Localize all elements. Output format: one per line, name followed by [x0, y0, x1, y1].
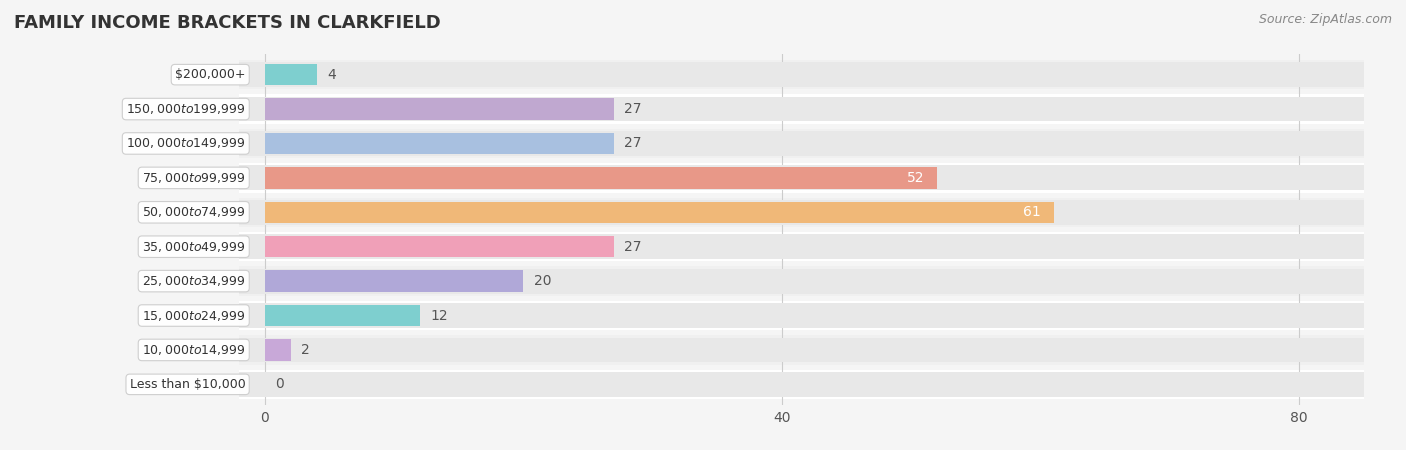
Bar [239, 266, 1364, 296]
Text: 61: 61 [1022, 205, 1040, 219]
Bar [239, 94, 1364, 124]
Bar [239, 338, 1364, 362]
Text: 0: 0 [276, 378, 284, 392]
Bar [264, 64, 316, 86]
Text: $50,000 to $74,999: $50,000 to $74,999 [142, 205, 246, 219]
Bar [264, 167, 938, 189]
Text: $35,000 to $49,999: $35,000 to $49,999 [142, 240, 246, 254]
Bar [264, 339, 291, 360]
Text: $25,000 to $34,999: $25,000 to $34,999 [142, 274, 246, 288]
Bar [239, 129, 1364, 158]
Text: 27: 27 [624, 136, 641, 150]
Bar [239, 131, 1364, 156]
Bar [264, 133, 614, 154]
Bar [239, 232, 1364, 261]
Bar [264, 305, 420, 326]
Bar [239, 372, 1364, 397]
Bar [264, 202, 1053, 223]
Text: Source: ZipAtlas.com: Source: ZipAtlas.com [1258, 14, 1392, 27]
Text: 52: 52 [907, 171, 924, 185]
Bar [239, 200, 1364, 225]
Bar [239, 269, 1364, 293]
Text: $100,000 to $149,999: $100,000 to $149,999 [127, 136, 246, 150]
Text: 27: 27 [624, 240, 641, 254]
Text: 20: 20 [534, 274, 551, 288]
Text: $150,000 to $199,999: $150,000 to $199,999 [127, 102, 246, 116]
Bar [239, 234, 1364, 259]
Text: 2: 2 [301, 343, 309, 357]
Text: $75,000 to $99,999: $75,000 to $99,999 [142, 171, 246, 185]
Bar [264, 270, 523, 292]
Text: $10,000 to $14,999: $10,000 to $14,999 [142, 343, 246, 357]
Bar [239, 62, 1364, 87]
Bar [239, 335, 1364, 364]
Bar [239, 60, 1364, 89]
Text: $200,000+: $200,000+ [174, 68, 246, 81]
Text: Less than $10,000: Less than $10,000 [129, 378, 246, 391]
Bar [239, 97, 1364, 122]
Text: $15,000 to $24,999: $15,000 to $24,999 [142, 309, 246, 323]
Bar [239, 370, 1364, 399]
Text: 4: 4 [328, 68, 336, 81]
Text: 12: 12 [430, 309, 449, 323]
Bar [239, 163, 1364, 193]
Text: FAMILY INCOME BRACKETS IN CLARKFIELD: FAMILY INCOME BRACKETS IN CLARKFIELD [14, 14, 441, 32]
Bar [239, 303, 1364, 328]
Bar [264, 99, 614, 120]
Bar [264, 236, 614, 257]
Bar [239, 198, 1364, 227]
Bar [239, 301, 1364, 330]
Text: 27: 27 [624, 102, 641, 116]
Bar [239, 166, 1364, 190]
